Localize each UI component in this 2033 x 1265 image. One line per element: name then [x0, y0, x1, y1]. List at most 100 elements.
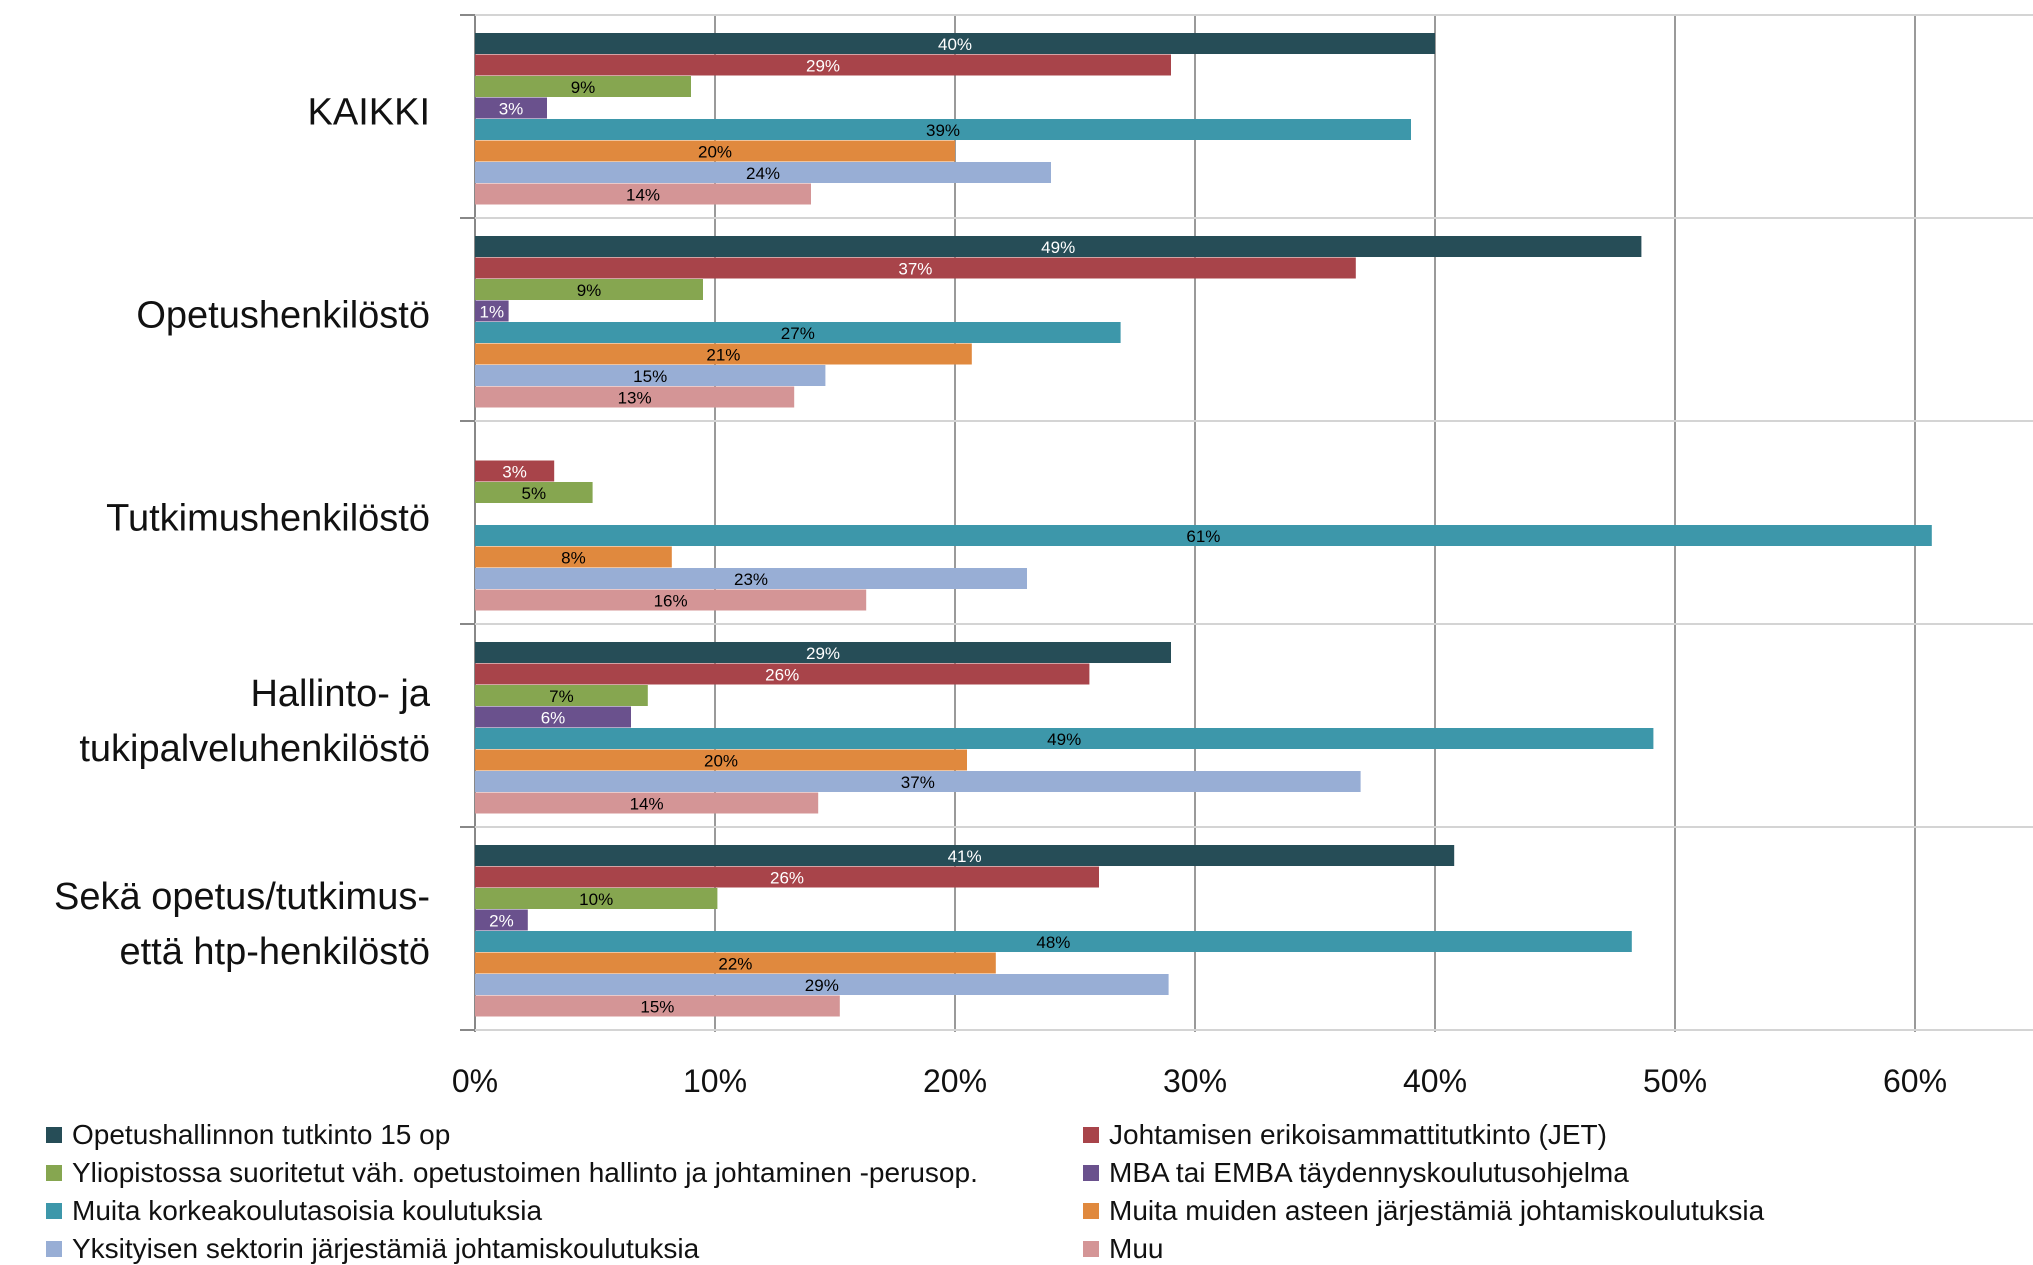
- bar: [475, 845, 1455, 866]
- category-labels: KAIKKI Opetushenkilöstö Tutkimushenkilöstö…: [54, 92, 431, 974]
- bar: [475, 685, 648, 706]
- category-label: KAIKKI: [308, 92, 431, 134]
- bar: [475, 140, 955, 162]
- data-label: 3%: [499, 99, 524, 118]
- legend-swatch: [1083, 1127, 1099, 1143]
- bar: [475, 257, 1356, 279]
- bar: [475, 300, 509, 322]
- legend-label: MBA tai EMBA täydennyskoulutusohjelma: [1109, 1157, 1629, 1188]
- x-tick-label: 30%: [1163, 1063, 1227, 1099]
- gridlines: [460, 14, 2033, 1032]
- x-tick-label: 10%: [683, 1063, 747, 1099]
- bar: [475, 183, 811, 205]
- bar: [475, 322, 1121, 343]
- legend-swatch: [46, 1241, 62, 1257]
- legend-label: Yliopistossa suoritetut väh. opetustoime…: [72, 1157, 978, 1188]
- legend-label: Muita korkeakoulutasoisia koulutuksia: [72, 1195, 543, 1226]
- bar: [475, 365, 826, 386]
- category-label: tukipalveluhenkilöstö: [79, 728, 430, 770]
- bar: [475, 888, 718, 909]
- bar: [475, 589, 867, 611]
- bar: [475, 386, 795, 408]
- bar: [475, 119, 1411, 140]
- data-label: 7%: [549, 687, 574, 706]
- legend-label: Opetushallinnon tutkinto 15 op: [72, 1119, 451, 1150]
- data-label: 1%: [480, 302, 505, 321]
- data-label: 49%: [1041, 238, 1075, 257]
- data-label: 40%: [938, 35, 972, 54]
- bar: [475, 54, 1171, 76]
- bar: [475, 162, 1051, 183]
- bar: [475, 568, 1027, 589]
- data-label: 20%: [698, 142, 732, 161]
- bar: [475, 33, 1435, 54]
- data-label: 29%: [806, 56, 840, 75]
- category-label: Hallinto- ja: [250, 673, 430, 715]
- data-label: 22%: [718, 954, 752, 973]
- category-label: Sekä opetus/tutkimus-: [54, 876, 430, 918]
- data-label: 10%: [579, 890, 613, 909]
- data-label: 15%: [633, 367, 667, 386]
- data-label: 37%: [901, 773, 935, 792]
- data-label: 20%: [704, 751, 738, 770]
- data-label: 24%: [746, 164, 780, 183]
- data-label: 39%: [926, 121, 960, 140]
- bar: [475, 792, 819, 814]
- data-label: 13%: [618, 388, 652, 407]
- data-label: 26%: [770, 868, 804, 887]
- data-label: 15%: [640, 997, 674, 1016]
- legend-label: Muita muiden asteen järjestämiä johtamis…: [1109, 1195, 1765, 1226]
- legend-label: Johtamisen erikoisammattitutkinto (JET): [1109, 1119, 1607, 1150]
- data-label: 37%: [898, 259, 932, 278]
- data-labels: 40% 29% 9% 3% 39% 20% 24% 14% 49% 37% 9% 1% 27% 21% 15…: [480, 35, 1221, 1017]
- x-tick-label: 0%: [452, 1063, 498, 1099]
- legend-swatch: [46, 1165, 62, 1181]
- data-label: 14%: [626, 185, 660, 204]
- legend-swatch: [1083, 1241, 1099, 1257]
- bar: [475, 525, 1932, 546]
- legend-item: Muu: [1083, 1233, 1163, 1265]
- bar: [475, 482, 593, 503]
- data-label: 14%: [630, 794, 664, 813]
- data-label: 29%: [805, 976, 839, 995]
- legend-swatch: [1083, 1203, 1099, 1219]
- legend-item: Johtamisen erikoisammattitutkinto (JET): [1083, 1119, 1607, 1151]
- bar: [475, 76, 691, 97]
- x-tick-labels: 0% 10% 20% 30% 40% 50% 60%: [452, 1063, 1947, 1099]
- data-label: 5%: [522, 484, 547, 503]
- bar: [475, 343, 972, 365]
- bars: [475, 33, 1932, 1017]
- category-label: Opetushenkilöstö: [136, 295, 430, 337]
- data-label: 48%: [1036, 933, 1070, 952]
- data-label: 16%: [654, 591, 688, 610]
- legend-item: Yliopistossa suoritetut väh. opetustoime…: [46, 1157, 978, 1189]
- data-label: 2%: [489, 911, 514, 930]
- legend-swatch: [1083, 1165, 1099, 1181]
- data-label: 9%: [571, 78, 596, 97]
- data-label: 9%: [577, 281, 602, 300]
- bar: [475, 546, 672, 568]
- legend-swatch: [46, 1203, 62, 1219]
- bar: [475, 931, 1632, 952]
- data-label: 41%: [948, 847, 982, 866]
- data-label: 61%: [1186, 527, 1220, 546]
- bar: [475, 460, 555, 482]
- bar: [475, 706, 631, 728]
- bar: [475, 909, 528, 931]
- x-tick-label: 50%: [1643, 1063, 1707, 1099]
- bar: [475, 663, 1090, 685]
- bar: [475, 866, 1099, 888]
- bar: [475, 749, 967, 771]
- data-label: 6%: [541, 708, 566, 727]
- bar: [475, 728, 1654, 749]
- legend-item: MBA tai EMBA täydennyskoulutusohjelma: [1083, 1157, 1629, 1189]
- data-label: 29%: [806, 644, 840, 663]
- data-label: 26%: [765, 665, 799, 684]
- legend-item: Yksityisen sektorin järjestämiä johtamis…: [46, 1233, 699, 1265]
- x-tick-label: 40%: [1403, 1063, 1467, 1099]
- data-label: 23%: [734, 570, 768, 589]
- legend-item: Muita korkeakoulutasoisia koulutuksia: [46, 1195, 542, 1227]
- category-label: Tutkimushenkilöstö: [106, 498, 430, 540]
- data-label: 3%: [502, 462, 527, 481]
